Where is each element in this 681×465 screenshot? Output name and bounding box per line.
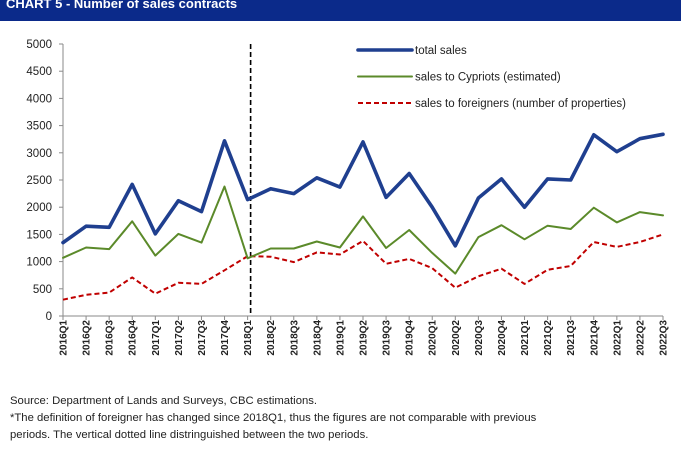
y-tick-label: 0 xyxy=(46,311,52,323)
x-tick-label: 2016Q3 xyxy=(105,320,116,356)
x-tick-label: 2016Q1 xyxy=(59,320,70,356)
y-tick-label: 2500 xyxy=(26,175,52,187)
x-tick-label: 2021Q3 xyxy=(566,320,577,356)
legend-total-sales-label: total sales xyxy=(415,45,467,57)
line-chart: 0 500 1000 1500 2000 2500 3000 3500 4000 4500 5000… xyxy=(26,39,670,356)
x-tick-label: 2018Q4 xyxy=(312,320,323,356)
x-tick-label: 2021Q1 xyxy=(520,320,531,356)
x-tick-label: 2019Q3 xyxy=(382,320,393,356)
footnote-line-1: *The definition of foreigner has changed… xyxy=(10,412,537,424)
chart-notes: Source: Department of Lands and Surveys,… xyxy=(10,393,674,444)
x-tick-label: 2016Q4 xyxy=(128,320,139,356)
x-tick-label: 2022Q2 xyxy=(635,320,646,356)
x-tick-label: 2021Q4 xyxy=(589,320,600,356)
footnote-line-2: periods. The vertical dotted line distri… xyxy=(10,429,369,441)
x-tick-label: 2017Q4 xyxy=(220,320,231,356)
source-note: Source: Department of Lands and Surveys,… xyxy=(10,395,318,407)
x-tick-label: 2017Q3 xyxy=(197,320,208,356)
series-line-sales-to-foreigners xyxy=(62,233,664,301)
y-tick-label: 1500 xyxy=(26,229,52,241)
x-tick-label: 2020Q2 xyxy=(451,320,462,356)
x-tick-label: 2020Q4 xyxy=(497,320,508,356)
chart-title-bar: CHART 5 - Number of sales contracts xyxy=(0,0,681,21)
series-line-sales-to-cypriots xyxy=(62,185,664,275)
y-tick-label: 2000 xyxy=(26,202,52,214)
y-tick-label: 4000 xyxy=(26,93,52,105)
x-tick-label: 2020Q1 xyxy=(428,320,439,356)
x-tick-label: 2018Q1 xyxy=(243,320,254,356)
y-tick-label: 3500 xyxy=(26,121,52,133)
y-tick-label: 500 xyxy=(33,284,52,296)
x-tick-label: 2017Q2 xyxy=(174,320,185,356)
chart-title: CHART 5 - Number of sales contracts xyxy=(6,0,238,11)
y-tick-label: 1000 xyxy=(26,257,52,269)
legend-sales-to-foreigners-label: sales to foreigners (number of propertie… xyxy=(415,98,626,110)
series-line-total-sales xyxy=(61,132,665,248)
x-tick-label: 2016Q2 xyxy=(82,320,93,356)
x-tick-label: 2018Q3 xyxy=(289,320,300,356)
x-tick-label: 2019Q2 xyxy=(359,320,370,356)
x-tick-label: 2021Q2 xyxy=(543,320,554,356)
legend-sales-to-cypriots-label: sales to Cypriots (estimated) xyxy=(415,72,561,84)
x-tick-label: 2022Q1 xyxy=(612,320,623,356)
x-tick-label: 2019Q4 xyxy=(405,320,416,356)
x-tick-label: 2017Q1 xyxy=(151,320,162,356)
y-tick-label: 3000 xyxy=(26,148,52,160)
x-tick-label: 2022Q3 xyxy=(659,320,670,356)
y-tick-label: 5000 xyxy=(26,39,52,51)
x-tick-label: 2020Q3 xyxy=(474,320,485,356)
y-tick-label: 4500 xyxy=(26,66,52,78)
x-tick-label: 2018Q2 xyxy=(266,320,277,356)
x-tick-label: 2019Q1 xyxy=(335,320,346,356)
